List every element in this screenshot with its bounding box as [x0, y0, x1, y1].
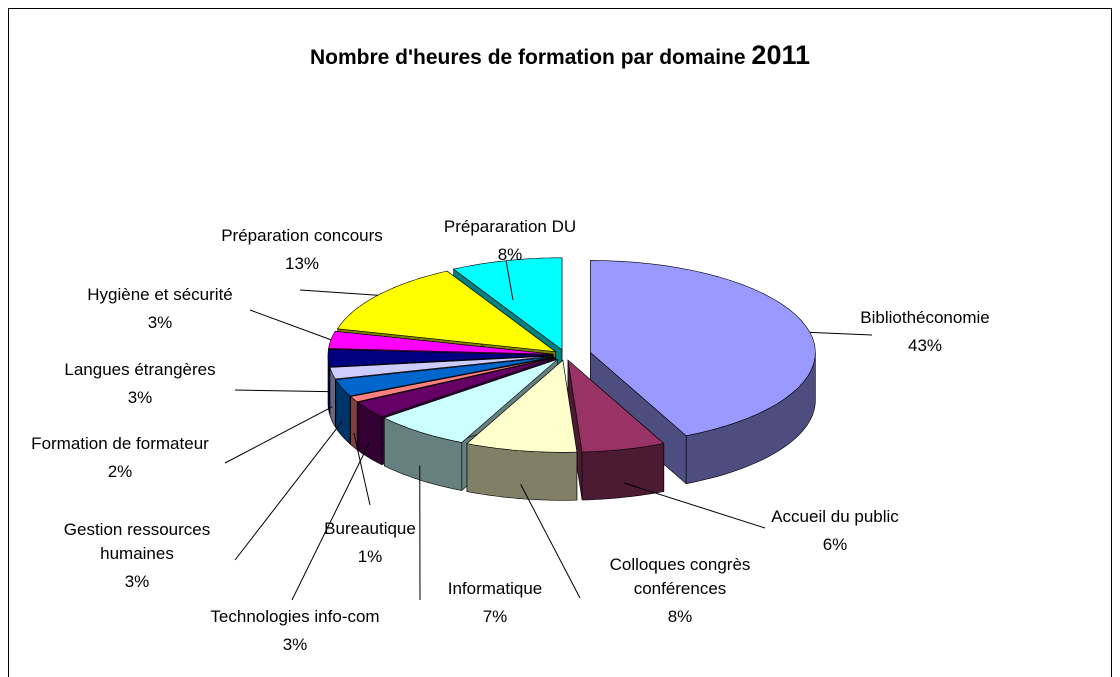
category-label: Langues étrangères: [64, 360, 216, 379]
chart-title-year: 2011: [751, 40, 810, 70]
leader-line: [234, 421, 343, 561]
frame: [8, 8, 1112, 677]
category-label: Accueil du public: [771, 507, 899, 526]
slice: [327, 349, 554, 368]
slice: [357, 357, 556, 418]
category-label: Formation de formateur: [31, 434, 209, 453]
leader-line: [291, 443, 370, 601]
value-label: 2%: [107, 462, 133, 481]
leader-line: [249, 309, 332, 341]
value-label: 3%: [127, 388, 153, 407]
category-label: Gestion ressources humaines: [63, 520, 211, 563]
slice: [350, 357, 555, 403]
value-label: 8%: [497, 245, 523, 264]
value-label: 3%: [147, 313, 173, 332]
value-label: 1%: [357, 547, 383, 566]
category-label: Hygiène et sécurité: [87, 285, 233, 304]
value-label: 3%: [282, 635, 308, 654]
slice: [329, 355, 554, 380]
category-label: Préparation concours: [221, 226, 383, 245]
category-label: Technologies info-com: [210, 607, 380, 626]
leader-line: [623, 482, 766, 529]
value-label: 3%: [124, 572, 150, 591]
slice: [335, 356, 554, 397]
category-label: Bureautique: [324, 519, 416, 538]
leader-line: [299, 289, 378, 296]
category-label: Bibliothéconomie: [860, 308, 990, 327]
slice: [466, 359, 578, 453]
value-label: 8%: [667, 607, 693, 626]
slice: [567, 359, 665, 453]
value-label: 43%: [907, 336, 943, 355]
chart-title: Nombre d'heures de formation par domaine: [310, 46, 746, 69]
value-label: 7%: [482, 607, 508, 626]
leader-line: [520, 484, 581, 599]
chart-title-block: Nombre d'heures de formation par domaine…: [0, 40, 1120, 71]
leader-line: [809, 331, 873, 336]
value-label: 6%: [822, 535, 848, 554]
slice: [383, 359, 558, 443]
category-label: Colloques congrès conférences: [609, 555, 751, 598]
leader-line: [224, 406, 333, 464]
value-label: 13%: [284, 254, 320, 273]
category-label: Prépararation DU: [443, 217, 577, 236]
leader-line: [505, 260, 514, 301]
leader-line: [353, 432, 371, 506]
category-label: Informatique: [447, 579, 543, 598]
leader-line: [234, 389, 329, 393]
